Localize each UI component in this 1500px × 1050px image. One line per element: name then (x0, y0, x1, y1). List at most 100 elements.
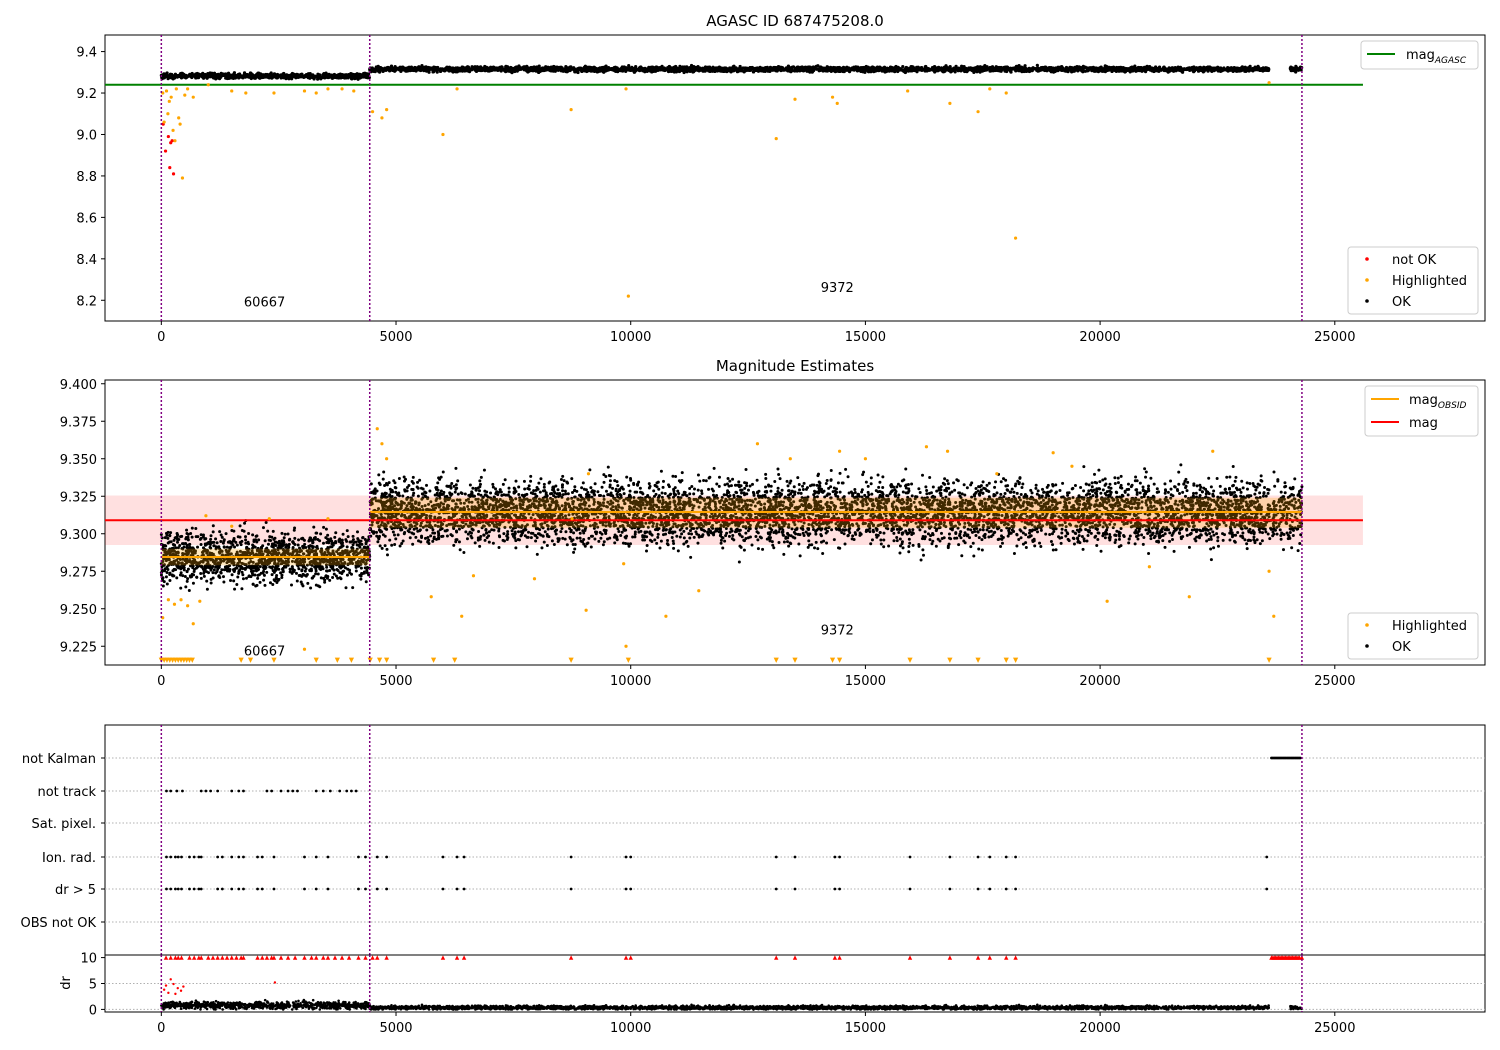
ok-point (363, 546, 367, 550)
ok-point (692, 67, 696, 72)
ok-point (1233, 67, 1237, 71)
ok-point (217, 75, 222, 79)
ok-point (324, 527, 328, 531)
ok-point (354, 76, 358, 80)
ok-point (1248, 65, 1252, 70)
ok-point (212, 71, 217, 75)
ok-point (334, 75, 338, 79)
ok-point (601, 70, 605, 74)
ok-point (780, 67, 784, 71)
data-point (314, 91, 318, 95)
ok-point (233, 74, 237, 78)
ok-point (945, 66, 950, 70)
ok-point (580, 68, 584, 72)
ok-point (526, 66, 531, 70)
ok-point (209, 537, 213, 541)
ok-point (341, 532, 345, 536)
ok-point (1097, 67, 1102, 71)
ok-point (422, 67, 426, 71)
data-point (169, 95, 173, 99)
series-highlighted (161, 81, 1271, 298)
ok-point (326, 74, 330, 78)
ok-point (505, 65, 510, 69)
ok-point (405, 66, 410, 70)
ok-point (1177, 66, 1181, 70)
ok-point (1188, 66, 1192, 70)
ok-point (319, 567, 323, 571)
ok-point (935, 68, 940, 72)
ok-point (734, 66, 738, 70)
ok-point (334, 531, 338, 535)
ok-point (616, 67, 620, 71)
data-point (906, 89, 910, 93)
ok-point (205, 551, 209, 555)
data-point (186, 87, 190, 91)
ok-point (819, 67, 823, 71)
ok-point (164, 575, 168, 579)
ok-point (1131, 68, 1135, 72)
ok-point (559, 69, 564, 73)
ok-point (242, 74, 246, 78)
ok-point (1199, 66, 1203, 70)
ok-point (883, 68, 887, 72)
x-tick-label: 5000 (379, 330, 412, 345)
ok-point (345, 545, 349, 549)
ok-point (263, 583, 267, 587)
ok-point (359, 539, 363, 543)
ok-point (271, 529, 275, 533)
ok-point (254, 584, 258, 588)
ok-point (186, 567, 190, 571)
data-point (162, 120, 166, 124)
ok-point (1046, 66, 1051, 70)
ok-point (652, 69, 657, 73)
ok-point (681, 67, 686, 71)
ok-point (169, 72, 173, 77)
ok-point (1032, 67, 1036, 71)
obsid-label: 60667 (244, 295, 285, 310)
ok-point (460, 69, 465, 73)
ok-point (535, 65, 539, 69)
ok-point (187, 588, 191, 592)
ok-point (188, 559, 192, 563)
legend-label: OK (1392, 295, 1411, 310)
ok-point (1134, 69, 1138, 73)
ok-point (241, 577, 245, 581)
ok-point (214, 537, 218, 541)
ok-point (983, 66, 987, 70)
ok-point (331, 575, 335, 579)
ok-point (1294, 70, 1298, 74)
ok-point (547, 67, 551, 71)
ok-point (189, 74, 193, 78)
ok-point (1075, 65, 1079, 69)
ok-point (530, 68, 534, 73)
ok-point (1014, 68, 1018, 72)
ok-point (1019, 65, 1024, 69)
ok-point (607, 67, 611, 71)
ok-point (312, 75, 316, 79)
ok-point (301, 75, 306, 79)
ok-point (600, 67, 604, 71)
ok-point (747, 66, 751, 71)
ok-point (540, 66, 544, 70)
ok-point (636, 68, 641, 72)
data-point (835, 101, 839, 105)
ok-point (233, 587, 237, 591)
ok-point (470, 65, 474, 69)
ok-point (181, 73, 185, 77)
ok-point (860, 65, 864, 70)
ok-point (892, 69, 896, 73)
ok-point (988, 69, 992, 73)
ok-point (480, 67, 484, 71)
ok-point (1003, 65, 1007, 69)
ok-point (228, 73, 232, 77)
ok-point (836, 68, 840, 72)
ok-point (240, 570, 244, 574)
ok-point (211, 75, 215, 79)
ok-point (257, 73, 261, 77)
ok-point (232, 563, 236, 567)
ok-point (1036, 67, 1040, 71)
ok-point (880, 66, 884, 70)
ok-point (1264, 66, 1268, 70)
data-point (1267, 81, 1271, 85)
